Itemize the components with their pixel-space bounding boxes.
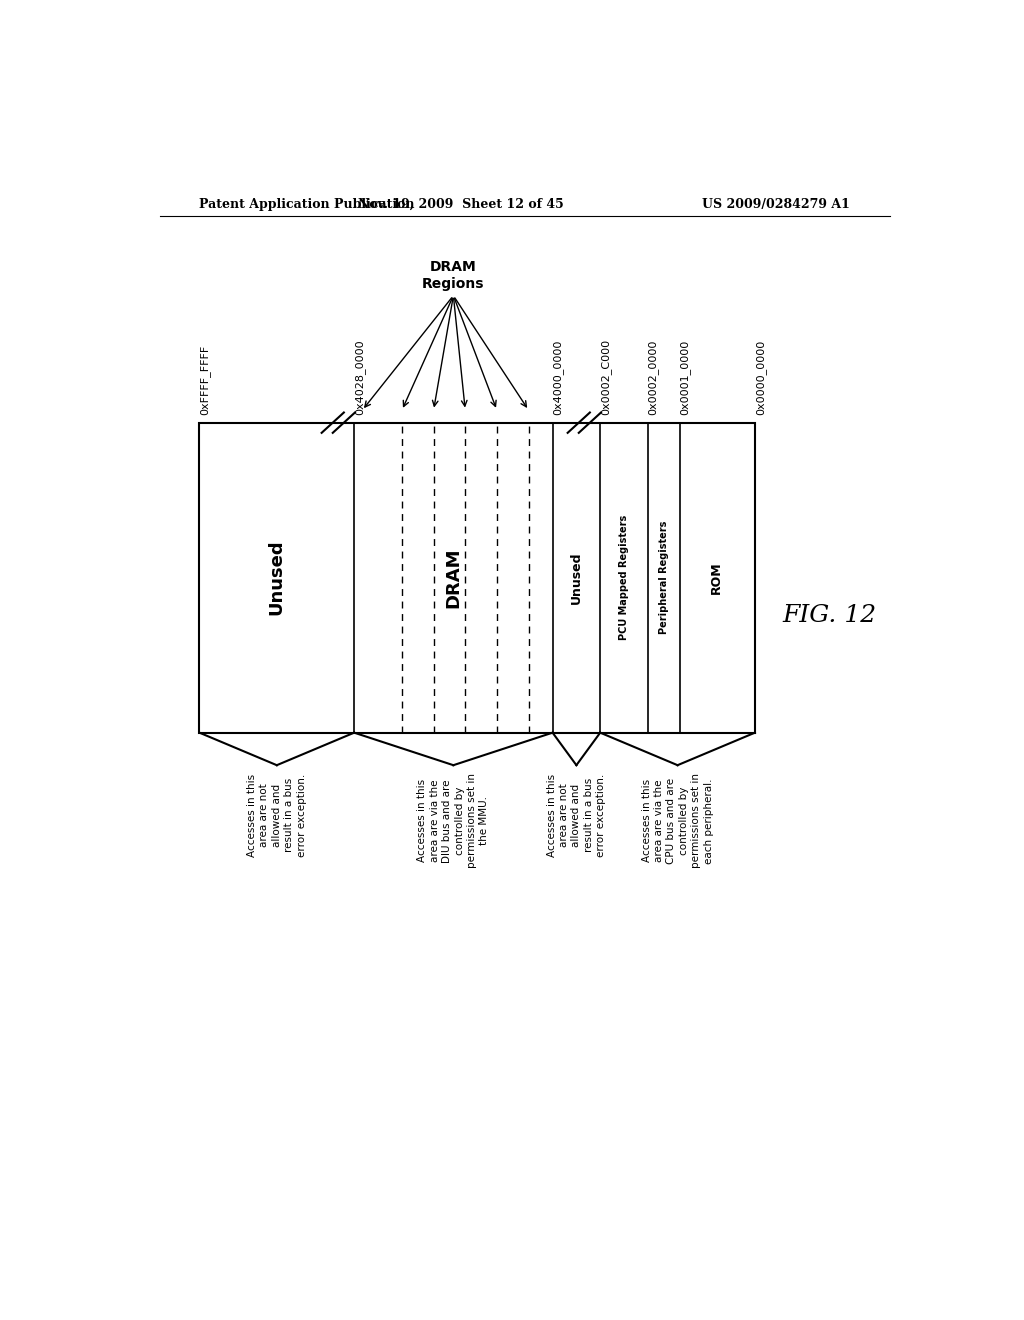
Text: Accesses in this
area are not
allowed and
result in a bus
error exception.: Accesses in this area are not allowed an… xyxy=(247,774,306,857)
Text: US 2009/0284279 A1: US 2009/0284279 A1 xyxy=(702,198,850,211)
Text: PCU Mapped Registers: PCU Mapped Registers xyxy=(618,515,629,640)
Text: FIG. 12: FIG. 12 xyxy=(782,605,877,627)
Text: Peripheral Registers: Peripheral Registers xyxy=(658,521,669,635)
Text: Unused: Unused xyxy=(570,552,583,605)
Text: 0x4028_0000: 0x4028_0000 xyxy=(354,339,366,414)
Text: DRAM
Regions: DRAM Regions xyxy=(422,260,484,290)
Text: Patent Application Publication: Patent Application Publication xyxy=(200,198,415,211)
Text: Accesses in this
area are via the
CPU bus and are
controlled by
permissions set : Accesses in this area are via the CPU bu… xyxy=(642,774,714,869)
Text: 0x4000_0000: 0x4000_0000 xyxy=(553,339,563,414)
Text: Nov. 19, 2009  Sheet 12 of 45: Nov. 19, 2009 Sheet 12 of 45 xyxy=(358,198,564,211)
Text: Unused: Unused xyxy=(267,540,286,615)
Text: ROM: ROM xyxy=(711,561,723,594)
Text: Accesses in this
area are via the
DIU bus and are
controlled by
permissions set : Accesses in this area are via the DIU bu… xyxy=(418,774,489,869)
Bar xyxy=(200,422,755,733)
Text: DRAM: DRAM xyxy=(444,548,463,609)
Text: 0xFFFF_FFFF: 0xFFFF_FFFF xyxy=(200,345,210,414)
Text: 0x0000_0000: 0x0000_0000 xyxy=(755,339,766,414)
Text: Accesses in this
area are not
allowed and
result in a bus
error exception.: Accesses in this area are not allowed an… xyxy=(547,774,606,857)
Text: 0x0002_0000: 0x0002_0000 xyxy=(648,339,658,414)
Text: 0x0002_C000: 0x0002_C000 xyxy=(600,338,611,414)
Text: 0x0001_0000: 0x0001_0000 xyxy=(680,339,690,414)
